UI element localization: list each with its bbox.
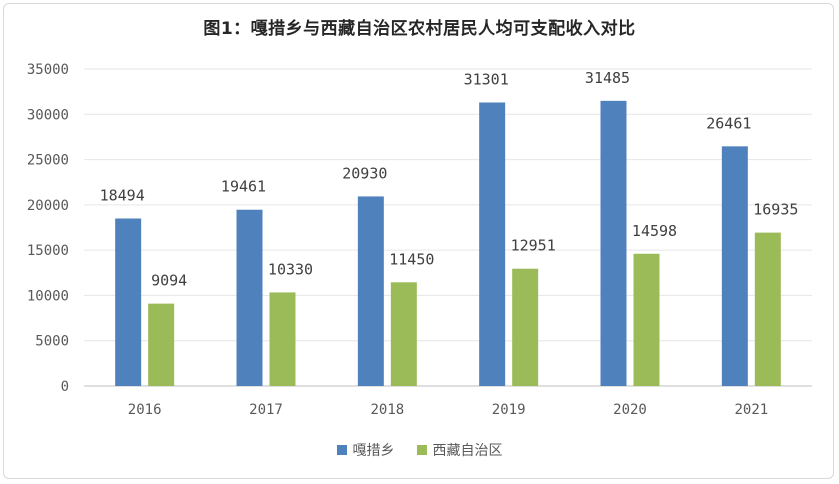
data-label-tibet: 16935	[753, 201, 798, 219]
y-tick-label: 25000	[27, 153, 69, 169]
bar-tibet	[390, 282, 417, 386]
bar-tibet	[633, 253, 660, 386]
legend-swatch-gacuo	[336, 445, 347, 455]
bar-gacuo	[357, 196, 384, 386]
bar-tibet	[269, 292, 296, 386]
x-tick-label: 2018	[370, 402, 404, 418]
x-tick-label: 2021	[734, 402, 768, 418]
x-axis: 2016 2017 2018 2019 2020 2021	[128, 402, 768, 418]
bar-tibet	[512, 268, 539, 386]
bars	[115, 100, 781, 387]
legend: 嘎措乡 西藏自治区	[0, 440, 839, 460]
x-tick-label: 2016	[128, 402, 162, 418]
y-tick-label: 30000	[27, 107, 69, 123]
legend-item-gacuo: 嘎措乡	[336, 440, 395, 460]
gridlines	[84, 68, 812, 387]
bar-gacuo	[236, 209, 263, 386]
y-tick-label: 35000	[27, 62, 69, 78]
chart-title: 图1：嘎措乡与西藏自治区农村居民人均可支配收入对比	[203, 19, 636, 39]
data-label-tibet: 9094	[151, 272, 187, 290]
data-label-gacuo: 31485	[585, 69, 630, 87]
bar-gacuo	[600, 100, 627, 387]
bar-gacuo	[115, 218, 142, 386]
data-label-gacuo: 20930	[342, 164, 387, 182]
legend-label-gacuo: 嘎措乡	[352, 443, 395, 459]
bar-gacuo	[721, 146, 748, 386]
y-axis: 0 5000 10000 15000 20000 25000 30000 35000	[27, 62, 69, 395]
y-tick-label: 5000	[35, 334, 69, 350]
legend-label-tibet: 西藏自治区	[432, 443, 503, 459]
x-tick-label: 2020	[613, 402, 647, 418]
data-label-tibet: 11450	[389, 250, 434, 268]
data-label-tibet: 10330	[268, 260, 313, 278]
chart-frame	[3, 3, 834, 479]
data-label-gacuo: 18494	[100, 186, 145, 204]
x-tick-label: 2017	[249, 402, 283, 418]
y-tick-label: 15000	[27, 243, 69, 259]
data-label-tibet: 14598	[632, 222, 677, 240]
bar-tibet	[754, 232, 781, 386]
y-tick-label: 10000	[27, 288, 69, 304]
y-tick-label: 20000	[27, 198, 69, 214]
legend-item-tibet: 西藏自治区	[416, 440, 503, 460]
data-label-tibet: 12951	[511, 237, 556, 255]
data-labels: 18494 9094 19461 10330 20930 11450 31301 12951 3…	[100, 69, 799, 290]
y-tick-label: 0	[61, 379, 69, 395]
data-label-gacuo: 31301	[464, 71, 509, 89]
data-label-gacuo: 19461	[221, 178, 266, 196]
data-label-gacuo: 26461	[706, 114, 751, 132]
legend-swatch-tibet	[416, 445, 427, 455]
bar-gacuo	[479, 102, 506, 386]
x-tick-label: 2019	[492, 402, 526, 418]
bar-tibet	[148, 303, 175, 386]
